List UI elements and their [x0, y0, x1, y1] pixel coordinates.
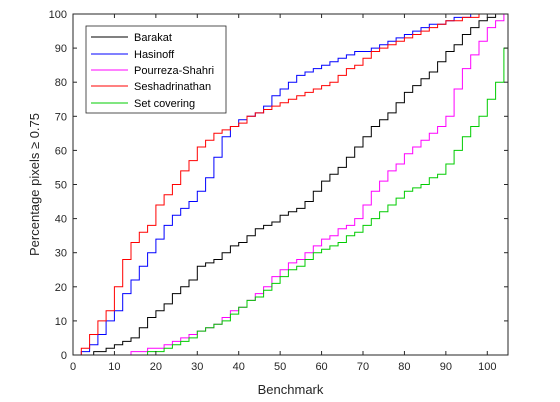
y-tick-label: 10 — [55, 316, 67, 328]
legend-entry-pourreza-shahri: Pourreza-Shahri — [91, 65, 214, 77]
y-tick-label: 20 — [55, 282, 67, 294]
y-axis-title: Percentage pixels ≥ 0.75 — [27, 113, 42, 256]
legend-label-seshadrinathan: Seshadrinathan — [134, 81, 211, 93]
x-tick-label: 30 — [191, 361, 203, 373]
x-tick-label: 70 — [357, 361, 369, 373]
x-tick-label: 80 — [398, 361, 410, 373]
legend-entry-hasinoff: Hasinoff — [91, 49, 175, 61]
series-line-seshadrinathan — [73, 13, 508, 356]
x-tick-label: 100 — [478, 361, 496, 373]
x-tick-label: 0 — [70, 361, 76, 373]
legend: Barakat Hasinoff Pourreza-Shahri Seshadr… — [85, 25, 227, 114]
legend-label-pourreza-shahri: Pourreza-Shahri — [134, 65, 214, 77]
y-tick-label: 40 — [55, 214, 67, 226]
y-tick-label: 30 — [55, 248, 67, 260]
y-tick-label: 100 — [49, 9, 67, 21]
legend-entry-barakat: Barakat — [91, 32, 172, 44]
legend-label-set-covering: Set covering — [134, 98, 195, 110]
x-tick-label: 50 — [274, 361, 286, 373]
legend-label-barakat: Barakat — [134, 32, 172, 44]
x-tick-label: 40 — [233, 361, 245, 373]
series-line-set-covering — [73, 14, 509, 356]
y-tick-label: 50 — [55, 180, 67, 192]
legend-label-hasinoff: Hasinoff — [134, 49, 175, 61]
x-axis-title: Benchmark — [258, 382, 324, 397]
legend-entry-seshadrinathan: Seshadrinathan — [91, 81, 211, 93]
series-layer — [73, 13, 509, 356]
series-line-hasinoff — [73, 13, 508, 356]
x-tick-label: 10 — [108, 361, 120, 373]
y-tick-label: 90 — [55, 43, 67, 55]
y-tick-label: 60 — [55, 145, 67, 157]
y-tick-label: 80 — [55, 77, 67, 89]
y-tick-label: 70 — [55, 111, 67, 123]
x-tick-label: 90 — [440, 361, 452, 373]
x-tick-label: 20 — [150, 361, 162, 373]
y-tick-label: 0 — [61, 350, 67, 362]
series-line-barakat — [73, 13, 508, 356]
ticks-layer: 0 10 20 30 40 50 60 70 80 90 100 0 10 20 30 40 50 60 70 80 9… — [49, 9, 508, 373]
legend-entry-set-covering: Set covering — [91, 98, 195, 110]
x-tick-label: 60 — [315, 361, 327, 373]
